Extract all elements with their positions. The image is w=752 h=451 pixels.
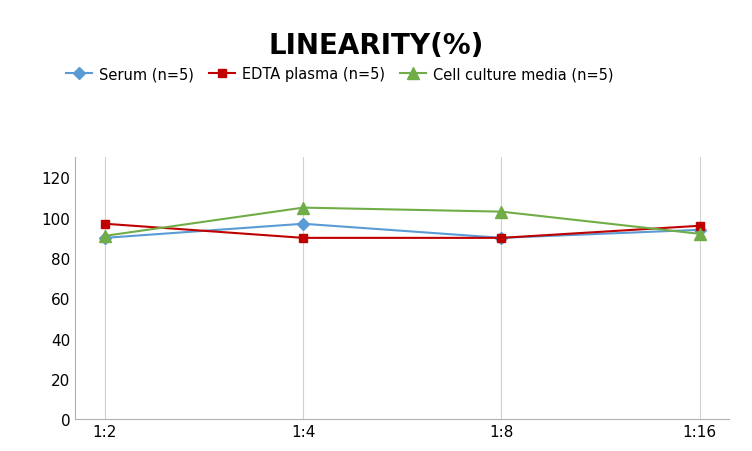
EDTA plasma (n=5) [299,235,308,241]
Serum (n=5) [101,235,110,241]
EDTA plasma (n=5) [497,235,506,241]
Cell culture media (n=5) [497,209,506,215]
Serum (n=5) [299,221,308,227]
Cell culture media (n=5) [101,234,110,239]
Legend: Serum (n=5), EDTA plasma (n=5), Cell culture media (n=5): Serum (n=5), EDTA plasma (n=5), Cell cul… [60,61,620,88]
Text: LINEARITY(%): LINEARITY(%) [268,32,484,60]
EDTA plasma (n=5) [695,224,704,229]
Line: Serum (n=5): Serum (n=5) [101,220,704,243]
EDTA plasma (n=5) [101,221,110,227]
Cell culture media (n=5) [695,232,704,237]
Cell culture media (n=5) [299,206,308,211]
Line: Cell culture media (n=5): Cell culture media (n=5) [99,202,705,242]
Serum (n=5) [695,228,704,233]
Line: EDTA plasma (n=5): EDTA plasma (n=5) [101,220,704,243]
Serum (n=5) [497,235,506,241]
